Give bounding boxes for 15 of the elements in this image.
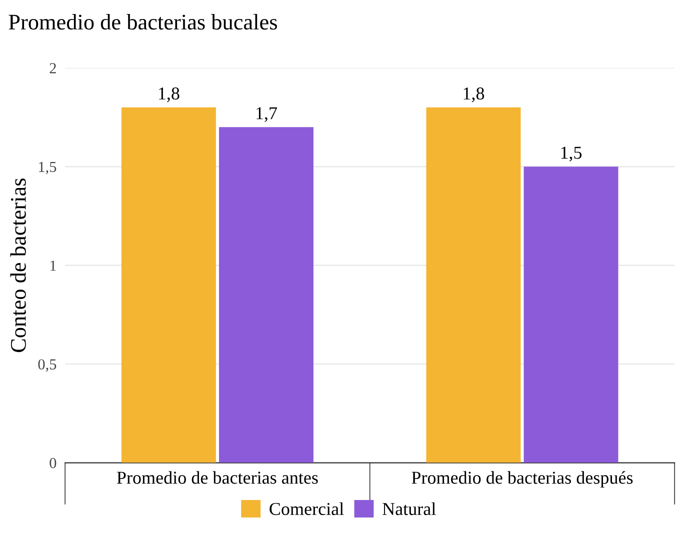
data-label: 1,8 [159, 87, 180, 102]
y-tick-label: 1 [50, 260, 56, 271]
y-tick-label: 0,5 [38, 359, 56, 372]
data-label: 1,5 [561, 146, 582, 162]
y-tick-label: 2 [50, 63, 56, 74]
chart-title: Promedio de bacterias bucales [8, 14, 277, 30]
legend-label: Comercial [270, 502, 344, 516]
legend-label: Natural [382, 502, 436, 516]
y-axis-title: Conteo de bacterias [10, 178, 26, 352]
x-tick-label: Promedio de bacterias antes [116, 471, 318, 484]
data-label: 1,8 [464, 87, 484, 102]
data-label: 1,7 [256, 107, 277, 122]
y-tick-label: 1,5 [39, 162, 56, 174]
x-tick-label: Promedio de bacterias después [412, 471, 633, 488]
y-tick-label: 0 [50, 458, 56, 468]
